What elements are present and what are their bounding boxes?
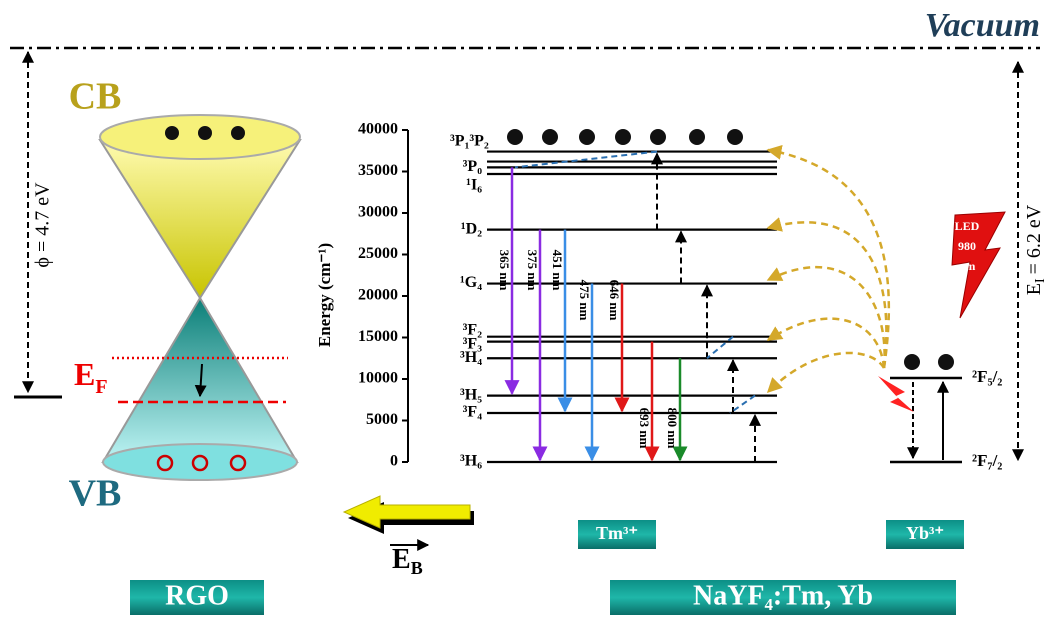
- field-label: EB: [392, 544, 423, 578]
- yb-level-label: ²F₇/₂: [972, 451, 1002, 470]
- tm-box-label: Tm³⁺: [596, 523, 638, 543]
- ionization-sub: I: [1033, 278, 1047, 283]
- tick-label: 20000: [358, 287, 398, 304]
- level-label: ¹I₆: [466, 177, 482, 194]
- host-box-label: NaYF₄:Tm, Yb: [693, 580, 873, 611]
- electron: [938, 354, 954, 370]
- excited-electrons: [507, 129, 743, 145]
- electron: [231, 126, 245, 140]
- tick-label: 25000: [358, 245, 398, 262]
- emission-label: 693 nm: [637, 408, 652, 449]
- electron: [165, 126, 179, 140]
- fermi-sub: F: [95, 376, 107, 398]
- emission-label: 646 nm: [607, 280, 622, 321]
- level-label: ³F₄: [463, 404, 483, 421]
- tick-label: 30000: [358, 204, 398, 221]
- vacuum-label: Vacuum: [925, 7, 1040, 44]
- level-label: ³P₁³P₂: [450, 132, 489, 149]
- led-label: LED: [955, 219, 980, 233]
- tm-levels: ³H₆³F₄³H₅³H₄³F₃³F₂¹G₄¹D₂¹I₆³P₀³P₁³P₂365 …: [450, 132, 777, 469]
- yb-box-label: Yb³⁺: [906, 523, 944, 543]
- emission-label: 375 nm: [525, 250, 540, 291]
- level-label: ³H₆: [460, 453, 482, 470]
- cone-bottom: [103, 444, 297, 480]
- tick-label: 0: [390, 453, 398, 470]
- rgo-box-label: RGO: [165, 580, 229, 611]
- field-main: E: [392, 544, 411, 575]
- level-label: ³F₂: [463, 321, 483, 338]
- emission-label: 475 nm: [577, 280, 592, 321]
- relaxation: [515, 152, 657, 168]
- tick-label: 40000: [358, 121, 398, 138]
- electron: [198, 126, 212, 140]
- level-label: ³P₀: [463, 158, 483, 175]
- fermi-label: EF: [74, 356, 108, 397]
- electron: [904, 354, 920, 370]
- emission-label: 365 nm: [497, 250, 512, 291]
- tick-label: 15000: [358, 328, 398, 345]
- axis-label: Energy (cm⁻¹): [315, 243, 334, 347]
- emission-label: 800 nm: [665, 408, 680, 449]
- small-flash: [878, 376, 914, 412]
- emission-label: 451 nm: [550, 250, 565, 291]
- conduction-cone: [100, 140, 300, 298]
- tick-label: 35000: [358, 162, 398, 179]
- energy-transfer: [768, 150, 889, 392]
- tick-label: 10000: [358, 370, 398, 387]
- cb-label: CB: [69, 76, 122, 118]
- diagram: Vacuum ϕ = 4.7 eV CB EF VB EB Energy (cm…: [0, 0, 1047, 618]
- level-label: ¹G₄: [460, 274, 482, 291]
- ionization-main: E: [1023, 283, 1045, 295]
- tick-label: 5000: [366, 411, 398, 428]
- work-function: ϕ = 4.7 eV: [32, 182, 54, 268]
- led-label: nm: [959, 259, 976, 273]
- yb-level-label: ²F₅/₂: [972, 367, 1002, 386]
- vb-label: VB: [69, 473, 122, 515]
- level-label: ³H₅: [460, 386, 482, 403]
- field-sub: B: [411, 558, 423, 578]
- led-label: 980: [958, 239, 976, 253]
- relaxation: [707, 337, 733, 359]
- ionization: EI = 6.2 eV: [1023, 204, 1047, 295]
- level-label: ¹D₂: [461, 220, 482, 237]
- ionization-value: = 6.2 eV: [1023, 204, 1045, 274]
- fermi-main: E: [74, 356, 95, 392]
